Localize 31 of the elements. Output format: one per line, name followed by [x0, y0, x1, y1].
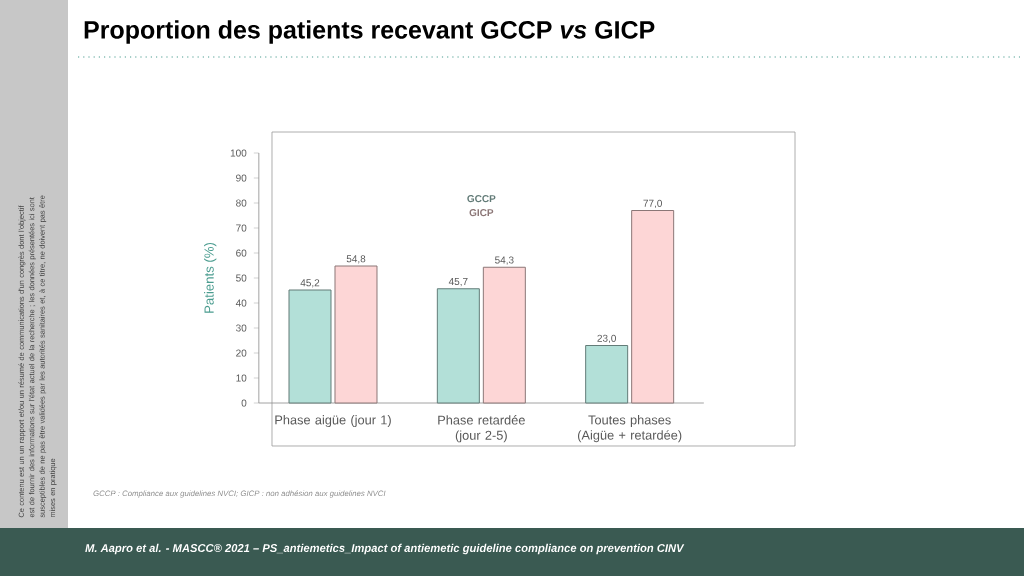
y-tick-label: 0 [241, 399, 247, 407]
y-tick-label: 60 [236, 249, 247, 257]
y-tick-label: 10 [236, 374, 247, 382]
bar [436, 288, 480, 404]
x-tick-label: Toutes phases (Aigüe + retardée) [577, 415, 682, 443]
y-tick-label: 70 [236, 224, 247, 232]
data-label: 45,7 [448, 278, 468, 287]
text: M. Aapro et al. - MASCC® 2021 – PS_antiemetics_Impact of antiemetic guideline compliance on prevention CINV [85, 543, 685, 555]
text: GICP [469, 209, 494, 217]
bar [482, 266, 526, 404]
data-label: 77,0 [643, 199, 663, 209]
y-tick-label: 40 [235, 299, 247, 307]
x-tick-label: Phase aigüe (jour 1) [275, 415, 391, 427]
y-tick-label: 90 [236, 174, 247, 182]
y-tick-label: 100 [230, 149, 247, 157]
y-axis-title: Patients (%) [204, 242, 217, 313]
bar [631, 210, 675, 404]
y-tick-label: 50 [236, 274, 247, 282]
data-label: 54,3 [495, 256, 514, 265]
bar [288, 289, 332, 404]
data-label: 45,2 [300, 279, 320, 288]
bar [334, 265, 378, 404]
data-label: 23,0 [597, 334, 617, 344]
chart-title: Proportion des patients recevant GCCP vs GICP [84, 20, 655, 44]
x-tick-label: Phase retardée (jour 2-5) [438, 415, 525, 443]
y-tick-label: 30 [236, 324, 247, 332]
text: GCCP [467, 195, 496, 203]
y-tick-label: 20 [236, 349, 247, 357]
y-tick-label: 80 [236, 199, 247, 207]
bar [585, 345, 629, 404]
data-label: 54,8 [346, 255, 366, 264]
